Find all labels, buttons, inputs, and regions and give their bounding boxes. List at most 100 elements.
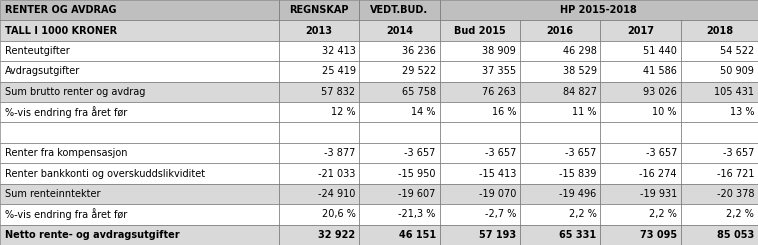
Bar (681, 204, 758, 225)
Bar (600, 82, 681, 102)
Bar (0, 204, 279, 225)
Bar (0, 225, 279, 245)
Bar (359, 82, 440, 102)
Bar (681, 163, 758, 184)
Text: Renter bankkonti og overskuddslikviditet: Renter bankkonti og overskuddslikviditet (5, 169, 205, 179)
Text: 11 %: 11 % (572, 107, 597, 117)
Bar (279, 102, 359, 122)
Text: 2013: 2013 (305, 26, 333, 36)
Text: Sum brutto renter og avdrag: Sum brutto renter og avdrag (5, 87, 145, 97)
Text: Renter fra kompensasjon: Renter fra kompensasjon (5, 148, 127, 158)
Text: REGNSKAP: REGNSKAP (290, 5, 349, 15)
Text: 54 522: 54 522 (720, 46, 754, 56)
Text: 2,2 %: 2,2 % (649, 209, 677, 219)
Bar (681, 61, 758, 82)
Text: 12 %: 12 % (331, 107, 356, 117)
Bar (440, 0, 758, 20)
Bar (440, 143, 520, 163)
Bar (279, 225, 359, 245)
Text: Sum renteinntekter: Sum renteinntekter (5, 189, 100, 199)
Bar (520, 204, 600, 225)
Bar (520, 82, 600, 102)
Text: 93 026: 93 026 (643, 87, 677, 97)
Text: -19 070: -19 070 (479, 189, 516, 199)
Bar (520, 20, 600, 41)
Text: -16 721: -16 721 (717, 169, 754, 179)
Text: %-vis endring fra året før: %-vis endring fra året før (5, 208, 127, 220)
Bar (440, 204, 520, 225)
Bar (520, 163, 600, 184)
Text: 13 %: 13 % (730, 107, 754, 117)
Bar (359, 61, 440, 82)
Text: -3 657: -3 657 (565, 148, 597, 158)
Bar (0, 0, 279, 20)
Bar (600, 225, 681, 245)
Text: -15 413: -15 413 (479, 169, 516, 179)
Bar (359, 225, 440, 245)
Text: 51 440: 51 440 (643, 46, 677, 56)
Bar (279, 163, 359, 184)
Bar (359, 20, 440, 41)
Text: 2018: 2018 (706, 26, 733, 36)
Text: %-vis endring fra året før: %-vis endring fra året før (5, 106, 127, 118)
Bar (359, 41, 440, 61)
Bar (681, 82, 758, 102)
Bar (359, 204, 440, 225)
Text: 41 586: 41 586 (643, 66, 677, 76)
Bar (440, 225, 520, 245)
Text: 2016: 2016 (547, 26, 574, 36)
Bar (279, 82, 359, 102)
Bar (279, 204, 359, 225)
Text: 38 529: 38 529 (562, 66, 597, 76)
Bar (600, 102, 681, 122)
Text: 10 %: 10 % (653, 107, 677, 117)
Bar (0, 102, 279, 122)
Bar (440, 163, 520, 184)
Text: 46 151: 46 151 (399, 230, 436, 240)
Bar (681, 122, 758, 143)
Text: -20 378: -20 378 (717, 189, 754, 199)
Text: 57 832: 57 832 (321, 87, 356, 97)
Bar (359, 163, 440, 184)
Text: 37 355: 37 355 (482, 66, 516, 76)
Bar (600, 163, 681, 184)
Text: Avdragsutgifter: Avdragsutgifter (5, 66, 80, 76)
Bar (440, 41, 520, 61)
Text: 65 331: 65 331 (559, 230, 597, 240)
Text: 16 %: 16 % (492, 107, 516, 117)
Text: 50 909: 50 909 (720, 66, 754, 76)
Text: 2,2 %: 2,2 % (726, 209, 754, 219)
Text: 14 %: 14 % (412, 107, 436, 117)
Text: 46 298: 46 298 (562, 46, 597, 56)
Text: 84 827: 84 827 (562, 87, 597, 97)
Bar (0, 184, 279, 204)
Bar (681, 102, 758, 122)
Text: -21 033: -21 033 (318, 169, 356, 179)
Text: 57 193: 57 193 (479, 230, 516, 240)
Bar (681, 20, 758, 41)
Text: 32 413: 32 413 (321, 46, 356, 56)
Bar (440, 20, 520, 41)
Text: Renteutgifter: Renteutgifter (5, 46, 69, 56)
Bar (0, 61, 279, 82)
Bar (681, 184, 758, 204)
Bar (520, 61, 600, 82)
Bar (440, 82, 520, 102)
Bar (0, 20, 279, 41)
Bar (279, 20, 359, 41)
Bar (681, 41, 758, 61)
Bar (520, 122, 600, 143)
Bar (600, 184, 681, 204)
Bar (359, 184, 440, 204)
Bar (600, 143, 681, 163)
Bar (279, 41, 359, 61)
Bar (681, 143, 758, 163)
Text: 2,2 %: 2,2 % (568, 209, 597, 219)
Text: -24 910: -24 910 (318, 189, 356, 199)
Text: 2017: 2017 (627, 26, 654, 36)
Bar (279, 0, 359, 20)
Bar (279, 184, 359, 204)
Text: RENTER OG AVDRAG: RENTER OG AVDRAG (5, 5, 116, 15)
Bar (279, 61, 359, 82)
Text: 85 053: 85 053 (717, 230, 754, 240)
